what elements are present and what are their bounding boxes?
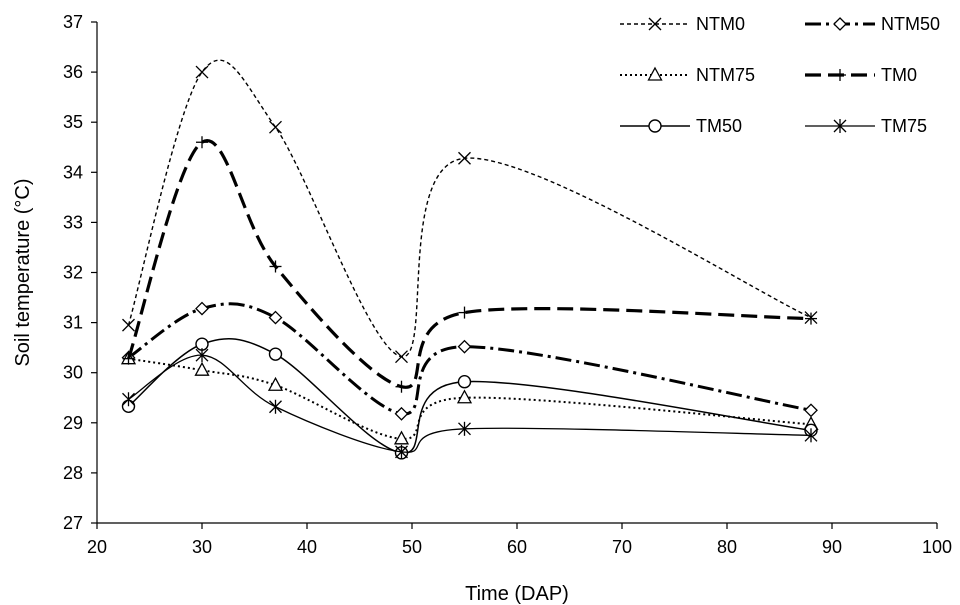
- series-line: [128, 338, 812, 454]
- data-point: [395, 380, 408, 393]
- data-point: [195, 65, 209, 79]
- data-point: [122, 352, 135, 365]
- x-tick-label: 100: [922, 537, 952, 557]
- data-point: [395, 350, 408, 364]
- legend-entry-ntm50: NTM50: [805, 14, 940, 34]
- legend-entry-tm0: TM0: [805, 65, 917, 85]
- data-point: [458, 421, 471, 436]
- data-point: [394, 406, 409, 421]
- data-point: [395, 444, 408, 459]
- y-tick-label: 36: [63, 62, 83, 82]
- legend-label: TM50: [696, 116, 742, 136]
- legend-entry-ntm0: NTM0: [620, 14, 745, 34]
- data-point: [456, 389, 473, 404]
- data-point: [195, 348, 209, 363]
- legend-marker: [834, 69, 846, 81]
- x-tick-label: 40: [297, 537, 317, 557]
- legend: NTM0 NTM50 NTM75 TM0 TM50 TM75: [620, 14, 940, 136]
- legend-label: NTM75: [696, 65, 755, 85]
- series-ntm0: [122, 59, 818, 364]
- data-point: [457, 339, 472, 354]
- y-tick-label: 28: [63, 463, 83, 483]
- data-point: [195, 301, 209, 316]
- data-point: [393, 430, 410, 445]
- x-tick-label: 90: [822, 537, 842, 557]
- data-point: [458, 306, 471, 319]
- series-line: [127, 59, 812, 358]
- data-point: [804, 403, 818, 418]
- data-point: [269, 399, 282, 414]
- legend-marker: [833, 17, 847, 31]
- x-tick-label: 70: [612, 537, 632, 557]
- series-ntm75: [120, 350, 819, 445]
- series-line: [126, 139, 812, 389]
- y-tick-label: 31: [63, 313, 83, 333]
- y-tick-label: 30: [63, 363, 83, 383]
- data-point: [457, 375, 472, 389]
- x-tick-label: 30: [192, 537, 212, 557]
- x-tick-label: 60: [507, 537, 527, 557]
- y-axis-title: Soil temperature (°C): [12, 178, 34, 366]
- series-tm0: [122, 136, 817, 393]
- axes: 27 28 29 30 31 32 33 34 35 36 37 20 30 40 50 60 70 80 90 10…: [63, 12, 952, 557]
- legend-label: NTM50: [881, 14, 940, 34]
- series-tm75: [122, 348, 818, 459]
- y-tick-label: 27: [63, 513, 83, 533]
- data-point: [804, 428, 818, 443]
- legend-marker: [647, 66, 663, 81]
- data-point: [122, 392, 135, 407]
- legend-marker: [833, 119, 847, 133]
- legend-label: NTM0: [696, 14, 745, 34]
- data-point: [268, 310, 283, 325]
- data-point: [194, 361, 210, 376]
- series-line: [128, 354, 812, 453]
- x-tick-label: 20: [87, 537, 107, 557]
- y-tick-label: 37: [63, 12, 83, 32]
- legend-marker: [648, 17, 662, 31]
- legend-entry-ntm75: NTM75: [620, 65, 755, 85]
- legend-entry-tm50: TM50: [620, 116, 742, 136]
- legend-label: TM0: [881, 65, 917, 85]
- legend-marker: [648, 119, 662, 133]
- y-tick-label: 34: [63, 162, 83, 182]
- data-point: [269, 120, 282, 134]
- x-tick-label: 80: [717, 537, 737, 557]
- series-layer: [120, 59, 819, 460]
- x-axis-title: Time (DAP): [465, 583, 569, 605]
- y-tick-label: 32: [63, 263, 83, 283]
- y-tick-label: 33: [63, 212, 83, 232]
- y-tick-label: 29: [63, 413, 83, 433]
- x-tick-label: 50: [402, 537, 422, 557]
- data-point: [267, 376, 284, 391]
- data-point: [805, 312, 817, 325]
- data-point: [196, 136, 208, 149]
- data-point: [458, 151, 471, 165]
- data-point: [122, 318, 135, 332]
- y-tick-label: 35: [63, 112, 83, 132]
- data-point: [269, 260, 282, 273]
- legend-entry-tm75: TM75: [805, 116, 927, 136]
- legend-label: TM75: [881, 116, 927, 136]
- data-point: [268, 347, 283, 361]
